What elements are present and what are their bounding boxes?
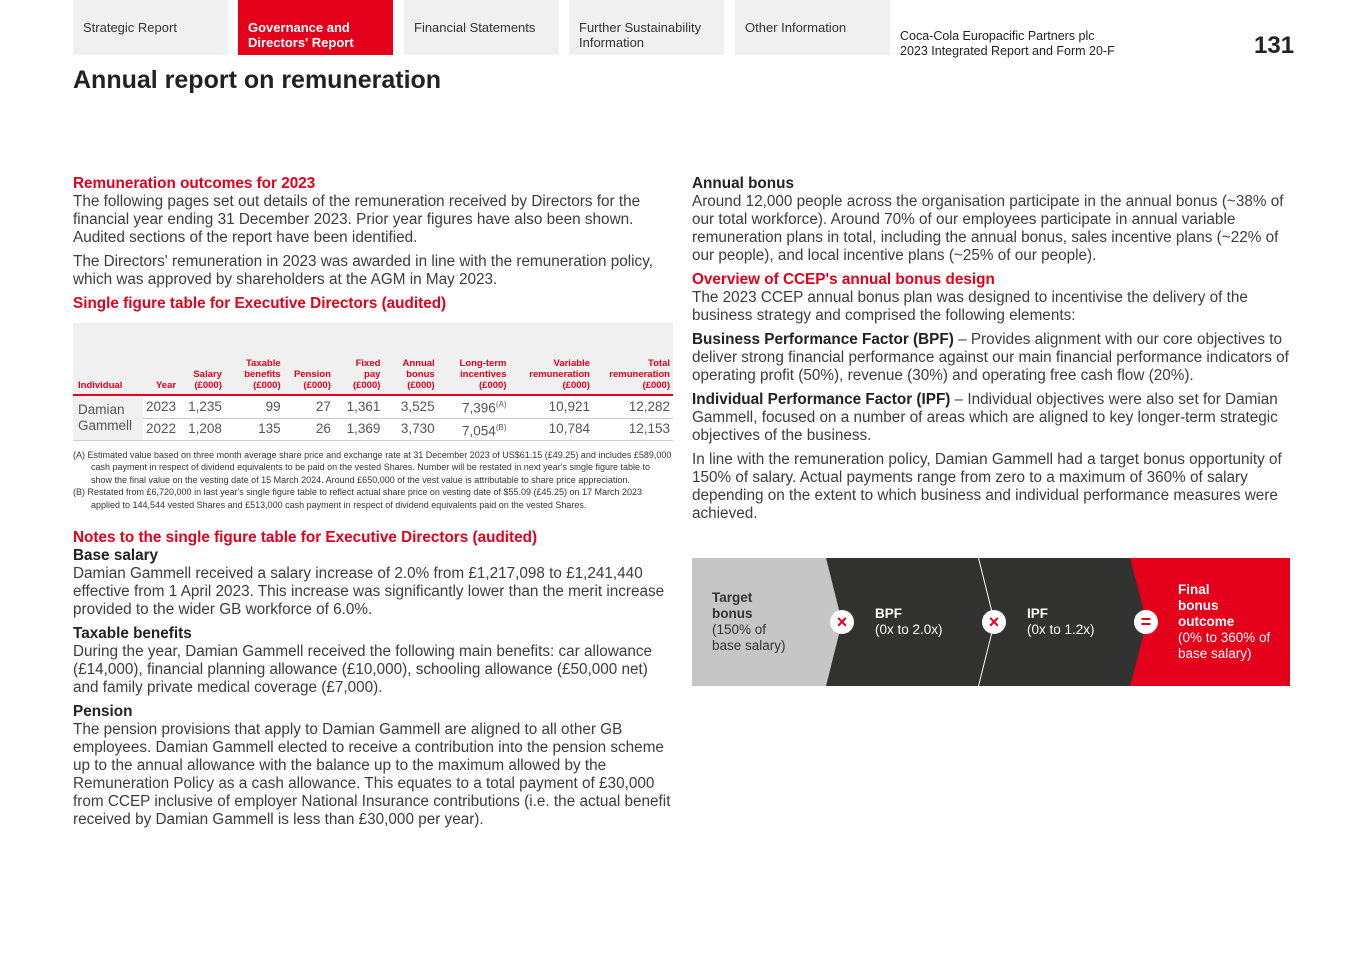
- paragraph: During the year, Damian Gammell received…: [73, 643, 653, 697]
- block-title: Final bonus outcome: [1178, 582, 1235, 629]
- left-column: Remuneration outcomes for 2023 The follo…: [73, 175, 673, 835]
- col-header: Individual: [73, 323, 143, 396]
- target-bonus-block: Target bonus (150% of base salary): [692, 558, 842, 686]
- cell: 1,369: [333, 418, 384, 441]
- table-row: Damian Gammell 2023 1,235 99 27 1,361 3,…: [73, 395, 673, 441]
- heading-outcomes: Remuneration outcomes for 2023: [73, 175, 316, 192]
- block-sub: (150% of base salary): [712, 622, 786, 653]
- ipf-label: Individual Performance Factor (IPF): [692, 391, 951, 408]
- cell: 2022: [143, 418, 180, 441]
- block-title: BPF: [875, 606, 902, 621]
- col-header: Annual bonus (£000): [383, 323, 438, 396]
- cell-value: 7,054: [462, 423, 496, 438]
- individual-name: Damian Gammell: [73, 395, 143, 441]
- cell: 135: [224, 418, 284, 441]
- col-header: Fixed pay (£000): [333, 323, 384, 396]
- cell: 10,784: [509, 418, 593, 441]
- col-header: Pension (£000): [283, 323, 334, 396]
- bpf-label: Business Performance Factor (BPF): [692, 331, 954, 348]
- table-row: 2022 1,208 135 26 1,369 3,730 7,054(B) 1…: [73, 418, 673, 441]
- right-column: Annual bonus Around 12,000 people across…: [692, 175, 1290, 529]
- col-header: Salary (£000): [179, 323, 225, 396]
- page-title: Annual report on remuneration: [73, 66, 442, 94]
- cell: 3,730: [383, 418, 438, 441]
- block-sub: (0x to 2.0x): [875, 622, 943, 637]
- block-title: Target bonus: [712, 590, 753, 621]
- footnote-b: (B) Restated from £6,720,000 in last yea…: [73, 487, 643, 510]
- heading-overview: Overview of CCEP's annual bonus design: [692, 271, 995, 288]
- cell: 1,208: [179, 418, 225, 441]
- tab-governance[interactable]: Governance and Directors' Report: [238, 0, 393, 55]
- tab-financial-statements[interactable]: Financial Statements: [404, 0, 559, 55]
- multiply-icon: ×: [982, 610, 1006, 634]
- single-figure-table: Individual Year Salary (£000) Taxable be…: [73, 323, 673, 441]
- block-sub: (0x to 1.2x): [1027, 622, 1095, 637]
- bpf-block: BPF (0x to 2.0x): [826, 558, 994, 686]
- cell: 1,235: [179, 395, 225, 419]
- table-header-row: Individual Year Salary (£000) Taxable be…: [73, 323, 673, 396]
- heading-pension: Pension: [73, 703, 133, 721]
- equals-icon: =: [1134, 610, 1158, 634]
- cell-value: 7,396: [462, 400, 496, 416]
- heading-base-salary: Base salary: [73, 547, 159, 565]
- tab-other-information[interactable]: Other Information: [735, 0, 890, 55]
- page-number: 131: [1254, 32, 1295, 59]
- tab-strategic-report[interactable]: Strategic Report: [73, 0, 228, 55]
- ipf-block: IPF (0x to 1.2x): [979, 558, 1147, 686]
- paragraph: The following pages set out details of t…: [73, 193, 641, 246]
- col-header: Long-term incentives (£000): [437, 323, 510, 396]
- footnote-ref: (B): [495, 422, 507, 432]
- paragraph-bpf: Business Performance Factor (BPF) – Prov…: [692, 331, 1290, 385]
- col-header: Variable remuneration (£000): [509, 323, 593, 396]
- cell: 99: [224, 395, 284, 419]
- paragraph-ipf: Individual Performance Factor (IPF) – In…: [692, 391, 1290, 445]
- cell: 2023: [143, 395, 180, 419]
- footnotes: (A) Estimated value based on three month…: [73, 449, 673, 511]
- heading-single-figure: Single figure table for Executive Direct…: [73, 295, 447, 312]
- cell: 26: [283, 418, 334, 441]
- cell: 12,282: [592, 395, 673, 419]
- cell: 10,921: [509, 395, 593, 419]
- company-name: Coca-Cola Europacific Partners plc: [900, 29, 1095, 43]
- paragraph: The 2023 CCEP annual bonus plan was desi…: [692, 289, 1248, 324]
- footnote-ref: (A): [495, 400, 507, 409]
- block-title: IPF: [1027, 606, 1049, 621]
- ipf-text: – Individual objectives were also set fo…: [692, 391, 1278, 444]
- report-header: Coca-Cola Europacific Partners plc 2023 I…: [900, 29, 1115, 59]
- paragraph: Damian Gammell received a salary increas…: [73, 565, 665, 619]
- cell: 7,396(A): [437, 395, 510, 419]
- col-header: Taxable benefits (£000): [224, 323, 284, 396]
- cell: 12,153: [592, 418, 673, 441]
- paragraph: Around 12,000 people across the organisa…: [692, 193, 1284, 264]
- cell: 27: [283, 395, 334, 419]
- col-header: Year: [143, 323, 180, 396]
- report-name: 2023 Integrated Report and Form 20-F: [900, 44, 1115, 58]
- heading-notes: Notes to the single figure table for Exe…: [73, 529, 538, 547]
- heading-taxable-benefits: Taxable benefits: [73, 625, 192, 643]
- footnote-a: (A) Estimated value based on three month…: [73, 450, 672, 485]
- cell: 3,525: [383, 395, 438, 419]
- cell: 7,054(B): [437, 418, 510, 441]
- paragraph: The pension provisions that apply to Dam…: [73, 721, 671, 829]
- col-header: Total remuneration (£000): [592, 323, 673, 396]
- paragraph: The Directors' remuneration in 2023 was …: [73, 253, 653, 288]
- bpf-text: – Provides alignment with our core objec…: [692, 331, 1289, 384]
- multiply-icon: ×: [830, 610, 854, 634]
- tab-sustainability[interactable]: Further Sustainability Information: [569, 0, 724, 55]
- paragraph: In line with the remuneration policy, Da…: [692, 451, 1282, 522]
- block-sub: (0% to 360% of base salary): [1178, 630, 1271, 661]
- heading-annual-bonus: Annual bonus: [692, 175, 794, 192]
- bonus-formula-diagram: Target bonus (150% of base salary) BPF (0x…: [692, 558, 1290, 686]
- cell: 1,361: [333, 395, 384, 419]
